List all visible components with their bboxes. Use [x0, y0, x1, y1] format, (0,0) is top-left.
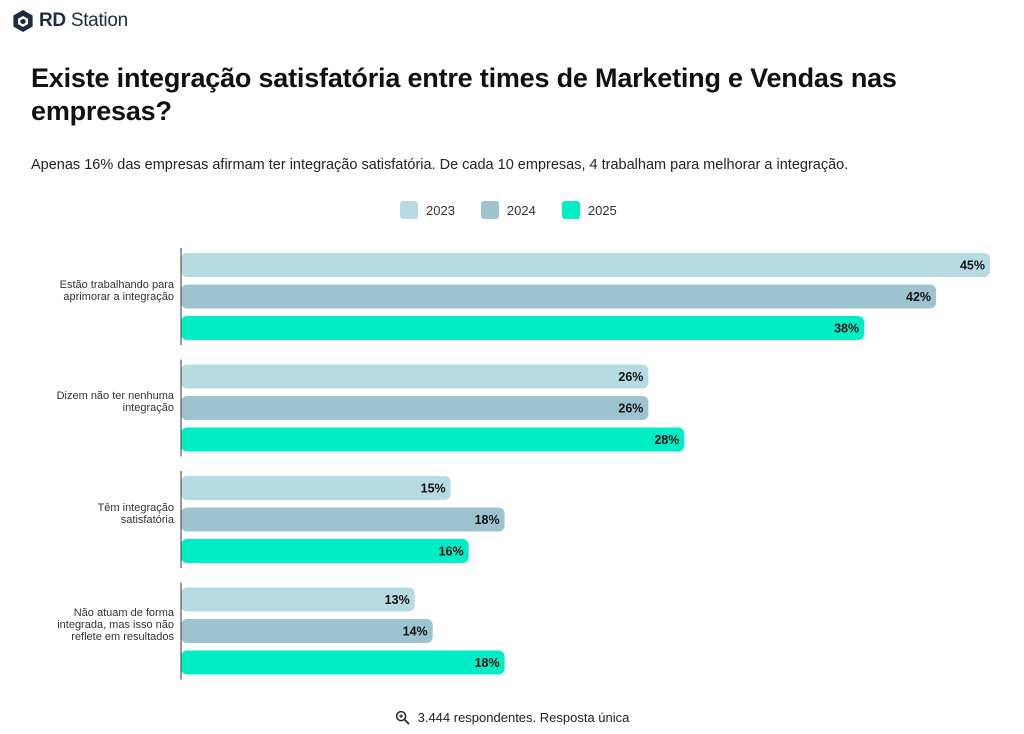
category-label-line: aprimorar a integração [63, 290, 174, 303]
category-label-line: Dizem não ter nenhuma [56, 390, 174, 402]
legend-item-2023: 2023 [400, 201, 455, 219]
bar-value-label-2025-cat-1: 38% [834, 322, 859, 336]
chart-footer: 3.444 respondentes. Resposta única [0, 710, 1024, 725]
chart-legend: 2023 2024 2025 [400, 201, 617, 219]
category-label-line: integrada, mas isso não [57, 619, 174, 631]
legend-swatch-2025 [561, 201, 580, 219]
bar-2025-cat-2 [181, 427, 685, 452]
bar-group-1: 45% 42% 38% [181, 253, 990, 340]
category-label-4: Não atuam de forma integrada, mas isso nã… [20, 607, 174, 643]
magnifier-icon [395, 710, 410, 725]
bar-value-label-2023-cat-1: 45% [960, 259, 985, 273]
bar-value-label-2024-cat-3: 18% [475, 513, 500, 527]
brand-name-rest: Station [65, 10, 128, 31]
page-subtitle: Apenas 16% das empresas afirmam ter inte… [31, 157, 849, 173]
category-label-line: satisfatória [120, 513, 174, 526]
category-label-line: Não atuam de forma [73, 607, 174, 619]
bar-value-label-2024-cat-2: 26% [618, 402, 643, 416]
legend-swatch-2023 [400, 201, 418, 219]
legend-item-2024: 2024 [480, 201, 536, 219]
bar-2024-cat-2 [181, 396, 649, 420]
bar-2024-cat-1 [181, 284, 937, 309]
legend-label-2023: 2023 [426, 202, 455, 218]
category-label-3: Têm integração satisfatória [20, 502, 174, 526]
category-label-line: Têm integração [97, 501, 174, 514]
bar-2025-cat-3 [181, 539, 469, 563]
category-label-2: Dizem não ter nenhuma integração [20, 390, 174, 414]
legend-swatch-2024 [480, 201, 499, 219]
page-title: Existe integração satisfatória entre tim… [31, 63, 897, 126]
brand-logo: RD Station [12, 8, 128, 34]
rd-station-hexagon-icon [13, 10, 33, 32]
bar-value-label-2025-cat-2: 28% [654, 433, 679, 447]
legend-label-2025: 2025 [587, 202, 617, 218]
brand-name: RD Station [39, 9, 128, 33]
bar-value-label-2023-cat-4: 13% [385, 593, 410, 607]
bar-value-label-2025-cat-4: 18% [475, 656, 500, 670]
category-label-line: integração [122, 402, 174, 414]
bar-2023-cat-2 [181, 364, 649, 389]
bar-2023-cat-1 [181, 253, 990, 277]
legend-label-2024: 2024 [506, 202, 536, 218]
bar-2025-cat-4 [181, 650, 505, 675]
bar-group-3: 15% 18% 16% [181, 476, 505, 563]
bar-value-label-2023-cat-2: 26% [618, 370, 643, 384]
bar-2024-cat-3 [181, 507, 505, 532]
bar-value-label-2024-cat-1: 42% [906, 290, 931, 304]
bar-2024-cat-4 [181, 619, 433, 643]
bar-group-2: 26% 26% 28% [181, 364, 685, 452]
bar-value-label-2025-cat-3: 16% [439, 545, 464, 559]
bar-2023-cat-4 [181, 587, 415, 612]
bar-value-label-2023-cat-3: 15% [421, 482, 446, 496]
category-label-line: Estão trabalhando para [59, 278, 174, 291]
bar-group-4: 13% 14% 18% [181, 587, 505, 675]
category-label-1: Estão trabalhando para aprimorar a integr… [20, 279, 174, 303]
footer-text: 3.444 respondentes. Resposta única [417, 710, 630, 725]
category-label-line: reflete em resultados [71, 631, 174, 643]
bar-2023-cat-3 [181, 476, 451, 500]
brand-name-bold: RD [39, 10, 66, 31]
bar-value-label-2024-cat-4: 14% [403, 625, 428, 639]
bar-2025-cat-1 [181, 316, 865, 340]
legend-item-2025: 2025 [561, 201, 617, 219]
